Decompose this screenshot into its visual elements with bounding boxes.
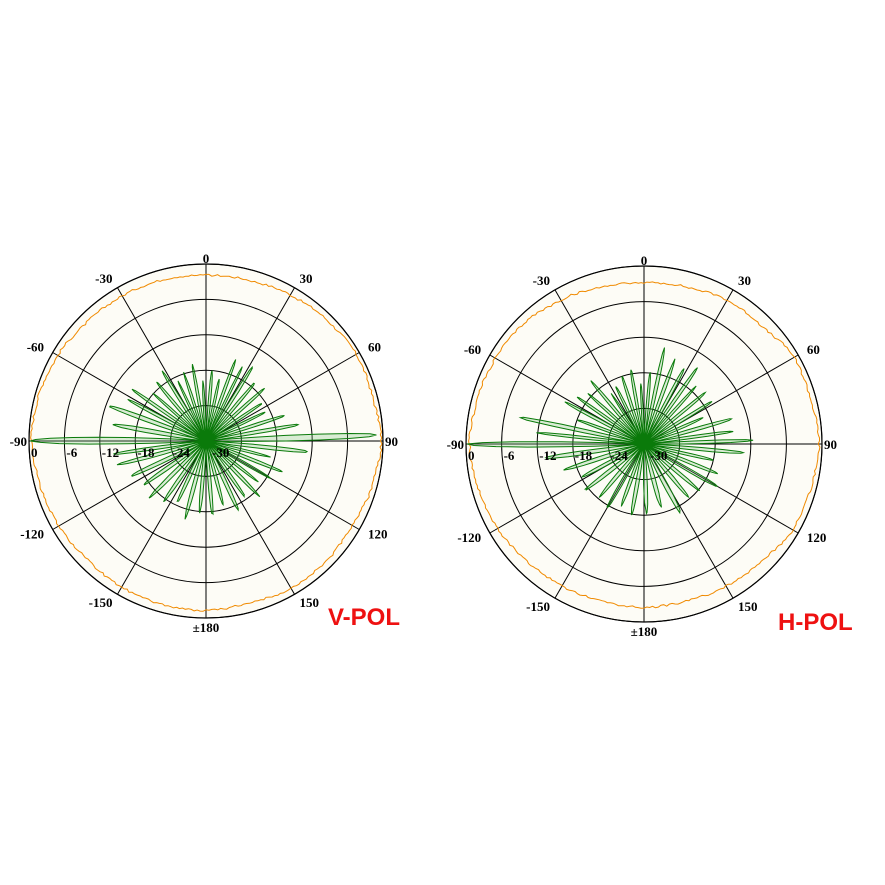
angle-tick-label: -30 (95, 271, 112, 286)
angle-tick-label: -150 (526, 599, 550, 614)
radial-tick-label: -6 (504, 448, 515, 463)
radial-tick-label: -6 (66, 445, 77, 460)
radial-tick-label: -18 (575, 448, 593, 463)
copol-trace (468, 281, 821, 609)
grid-spoke (52, 440, 207, 530)
angle-tick-label: -150 (89, 595, 113, 610)
radial-tick-label: 0 (468, 448, 475, 463)
grid-spoke (643, 443, 799, 534)
angle-tick-label: 30 (738, 273, 751, 288)
angle-tick-label: 120 (807, 530, 827, 545)
angle-tick-label: 120 (368, 527, 388, 542)
h-pol-polar-chart: H-POL 0306090120150±180-150-120-90-60-30… (447, 253, 853, 639)
angle-tick-label: ±180 (193, 620, 220, 635)
grid-spoke (205, 440, 360, 530)
radial-tick-label: -30 (650, 448, 667, 463)
angle-tick-label: 0 (641, 253, 648, 268)
angle-tick-label: 0 (203, 251, 210, 266)
grid-spoke (205, 352, 360, 442)
radial-tick-label: -18 (137, 445, 155, 460)
angle-tick-label: -90 (10, 434, 27, 449)
angle-tick-label: 60 (368, 340, 381, 355)
radial-tick-label: -30 (212, 445, 229, 460)
angle-tick-label: -60 (464, 342, 481, 357)
angle-tick-label: 90 (385, 434, 398, 449)
plot-border (465, 265, 823, 623)
angle-tick-label: ±180 (631, 624, 658, 639)
radial-tick-label: 0 (31, 445, 38, 460)
v-pol-polar-chart: V-POL 0306090120150±180-150-120-90-60-30… (10, 251, 400, 635)
grid-spoke (643, 443, 734, 599)
angle-tick-label: 90 (824, 437, 837, 452)
copol-trace (30, 273, 383, 612)
angle-tick-label: -30 (533, 273, 550, 288)
radial-tick-label: -12 (539, 448, 556, 463)
grid-spoke (117, 440, 207, 595)
h-pol-title: H-POL (778, 609, 853, 636)
angle-tick-label: -120 (457, 530, 481, 545)
xpol-trace (30, 359, 377, 520)
v-pol-title: V-POL (328, 604, 400, 631)
radial-tick-label: -24 (173, 445, 191, 460)
angle-tick-label: 150 (300, 595, 320, 610)
xpol-trace (466, 347, 754, 516)
angle-tick-label: -60 (27, 340, 44, 355)
radial-tick-label: -24 (610, 448, 628, 463)
angle-tick-label: 30 (300, 271, 313, 286)
grid-spoke (554, 443, 645, 599)
grid-spoke (554, 289, 645, 445)
plot-border (28, 263, 384, 619)
radial-tick-label: -12 (102, 445, 119, 460)
angle-tick-label: -90 (447, 437, 464, 452)
angle-tick-label: 150 (738, 599, 758, 614)
angle-tick-label: 60 (807, 342, 820, 357)
grid-spoke (205, 440, 295, 595)
angle-tick-label: -120 (20, 527, 44, 542)
